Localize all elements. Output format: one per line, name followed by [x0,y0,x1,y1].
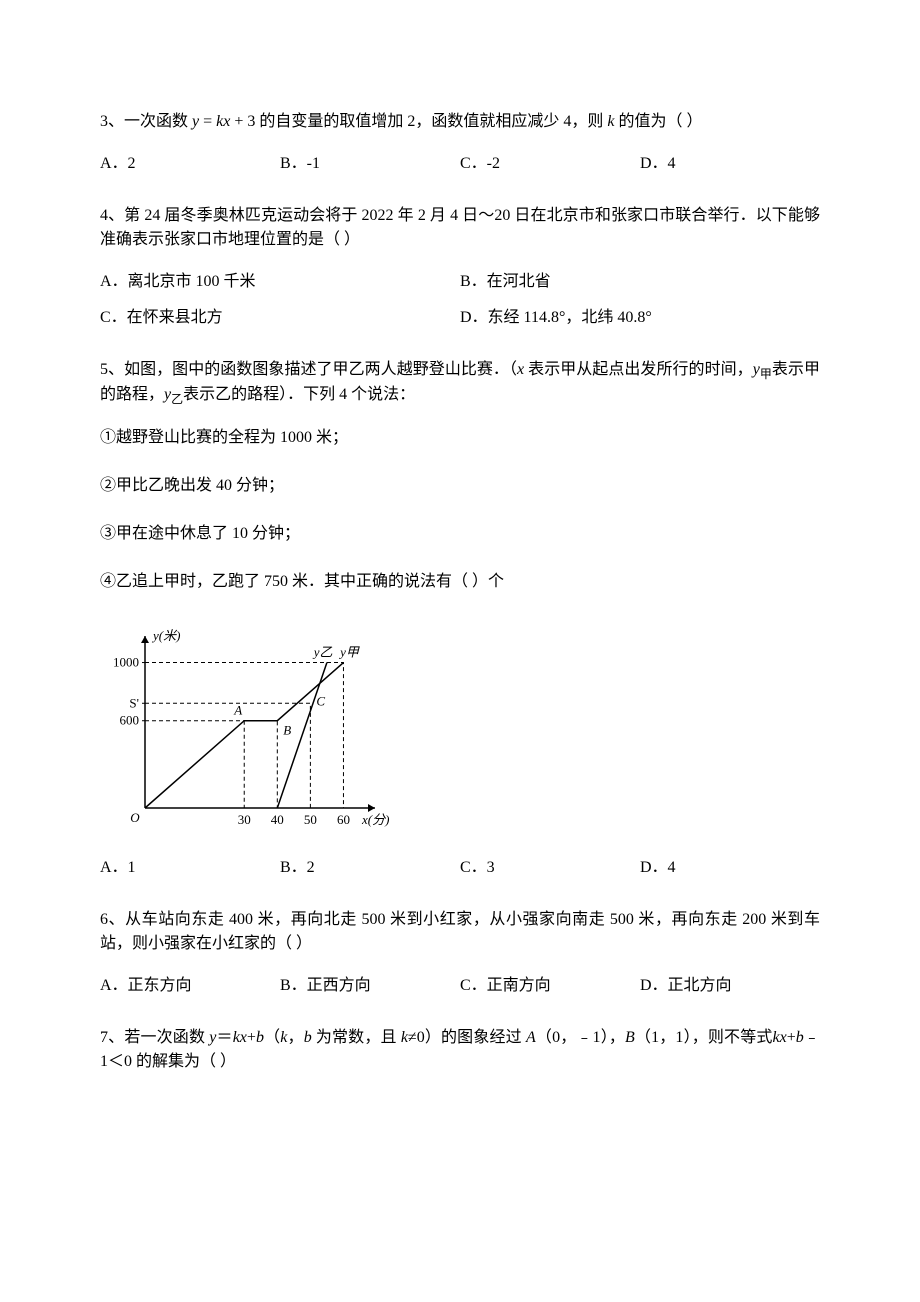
svg-text:O: O [130,810,140,825]
q3-kx: kx [216,113,230,130]
q7-b: b [256,1029,264,1046]
q7-b2: b [304,1029,312,1046]
question-3-text: 3、一次函数 y = kx + 3 的自变量的取值增加 2，函数值就相应减少 4… [100,110,820,134]
question-4-text: 4、第 24 届冬季奥林匹克运动会将于 2022 年 2 月 4 日～20 日在… [100,204,820,252]
q3-prefix: 3、一次函数 [100,113,192,130]
q4-opt-d: D．东经 114.8°，北纬 40.8° [460,306,820,330]
q5-yi-sub: 乙 [171,392,183,406]
q7-Bcoord: （1，1），则不等式 [635,1029,773,1046]
q7-plus: + [247,1029,256,1046]
svg-text:y乙: y乙 [312,645,333,660]
question-5: 5、如图，图中的函数图象描述了甲乙两人越野登山比赛．（x 表示甲从起点出发所行的… [100,358,820,880]
q5-item2: ②甲比乙晚出发 40 分钟； [100,474,820,498]
q5-yjia: y [753,361,760,378]
q5-opt-c: C．3 [460,856,640,880]
svg-text:y甲: y甲 [338,645,360,660]
chart-svg: 1000 S' 600 30 40 50 60 Oy(米) x(分) A B Cy乙 y甲 [100,618,400,838]
q7-mid2: 为常数，且 [312,1029,401,1046]
q7-neq: ≠0）的图象经过 [408,1029,526,1046]
q7-comma: ， [287,1029,303,1046]
question-6-text: 6、从车站向东走 400 米，再向北走 500 米到小红家，从小强家向南走 50… [100,908,820,956]
q3-options: A．2 B．-1 C．-2 D．4 [100,152,820,176]
q4-opt-c: C．在怀来县北方 [100,306,460,330]
svg-text:40: 40 [271,812,284,827]
q3-opt-a: A．2 [100,152,280,176]
q7-kx: kx [233,1029,247,1046]
q6-opt-a: A．正东方向 [100,974,280,998]
q5-options: A．1 B．2 C．3 D．4 [100,856,820,880]
q6-opt-d: D．正北方向 [640,974,820,998]
q4-opt-b: B．在河北省 [460,270,820,294]
q7-plus2: + [787,1029,796,1046]
question-7: 7、若一次函数 y＝kx+b（k，b 为常数，且 k≠0）的图象经过 A（0，﹣… [100,1026,820,1074]
q4-opt-a: A．离北京市 100 千米 [100,270,460,294]
question-3: 3、一次函数 y = kx + 3 的自变量的取值增加 2，函数值就相应减少 4… [100,110,820,176]
q7-kx2: kx [773,1029,787,1046]
q3-opt-b: B．-1 [280,152,460,176]
svg-text:30: 30 [238,812,251,827]
q5-item4: ④乙追上甲时，乙跑了 750 米．其中正确的说法有（ ）个 [100,570,820,594]
q3-eq: = [199,113,216,130]
q5-jia-sub: 甲 [760,367,772,381]
q5-opt-a: A．1 [100,856,280,880]
q3-opt-d: D．4 [640,152,820,176]
svg-text:60: 60 [337,812,350,827]
q5-prefix: 5、如图，图中的函数图象描述了甲乙两人越野登山比赛．（ [100,361,517,378]
svg-text:S': S' [129,696,139,711]
question-4: 4、第 24 届冬季奥林匹克运动会将于 2022 年 2 月 4 日～20 日在… [100,204,820,330]
q7-b3: b [796,1029,804,1046]
q7-eq: ＝ [216,1029,232,1046]
q5-item3: ③甲在途中休息了 10 分钟； [100,522,820,546]
q7-B: B [625,1029,635,1046]
question-5-text: 5、如图，图中的函数图象描述了甲乙两人越野登山比赛．（x 表示甲从起点出发所行的… [100,358,820,408]
question-7-text: 7、若一次函数 y＝kx+b（k，b 为常数，且 k≠0）的图象经过 A（0，﹣… [100,1026,820,1074]
q7-k2: k [401,1029,408,1046]
q5-end: 表示乙的路程）．下列 4 个说法： [183,386,415,403]
q7-Acoord: （0，﹣1）， [536,1029,625,1046]
question-6: 6、从车站向东走 400 米，再向北走 500 米到小红家，从小强家向南走 50… [100,908,820,998]
q3-end: 的值为（ ） [615,113,703,130]
svg-text:600: 600 [120,713,140,728]
q5-item1: ①越野登山比赛的全程为 1000 米； [100,426,820,450]
svg-text:A: A [233,703,242,718]
q5-opt-d: D．4 [640,856,820,880]
svg-text:x(分): x(分) [361,812,389,827]
q5-chart: 1000 S' 600 30 40 50 60 Oy(米) x(分) A B Cy乙 y甲 [100,618,820,838]
q4-options-row1: A．离北京市 100 千米 B．在河北省 [100,270,820,294]
q4-options-row2: C．在怀来县北方 D．东经 114.8°，北纬 40.8° [100,306,820,330]
q6-opt-b: B．正西方向 [280,974,460,998]
q3-suffix: 的自变量的取值增加 2，函数值就相应减少 4，则 [255,113,607,130]
svg-text:y(米): y(米) [151,628,180,643]
q7-mid1: （ [264,1029,280,1046]
q7-prefix: 7、若一次函数 [100,1029,209,1046]
q3-plus: + 3 [230,113,255,130]
q7-A: A [526,1029,536,1046]
q3-k: k [607,113,614,130]
svg-text:50: 50 [304,812,317,827]
q3-opt-c: C．-2 [460,152,640,176]
q5-opt-b: B．2 [280,856,460,880]
q5-mid1: 表示甲从起点出发所行的时间， [524,361,753,378]
svg-text:B: B [283,723,291,738]
svg-text:1000: 1000 [113,655,139,670]
q6-options: A．正东方向 B．正西方向 C．正南方向 D．正北方向 [100,974,820,998]
q6-opt-c: C．正南方向 [460,974,640,998]
svg-text:C: C [316,694,325,709]
